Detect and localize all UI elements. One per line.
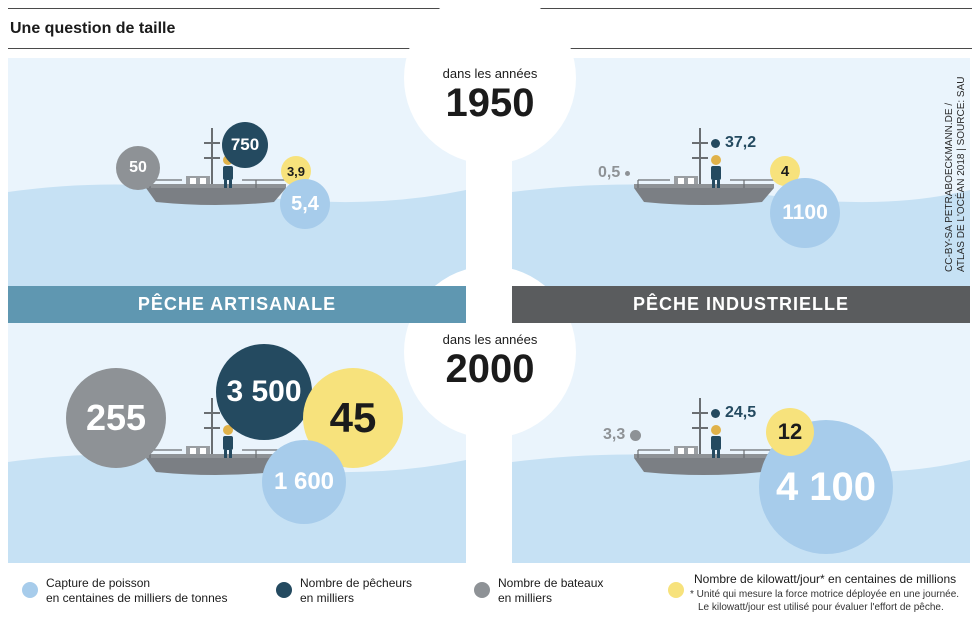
band-industrial: PÊCHE INDUSTRIELLE (512, 286, 970, 323)
era-1950: dans les années 1950 (410, 66, 570, 123)
label-ind-2000-boats: 3,3 (603, 426, 642, 444)
kw-swatch-icon (668, 582, 684, 598)
label-ind-1950-fishers: 37,2 (711, 134, 756, 152)
band-artisanal: PÊCHE ARTISANALE (8, 286, 466, 323)
era-2000-year: 2000 (445, 347, 535, 391)
legend-fishers-line1: Nombre de pêcheurs (300, 576, 413, 590)
ind-1950-boats-value: 0,5 (598, 164, 621, 181)
credit-line-2: ATLAS DE L'OCÉAN 2018 | SOURCE: SAU (956, 76, 967, 273)
boats-swatch-icon (474, 582, 490, 598)
legend-boats-line2: en milliers (498, 591, 553, 605)
legend-catch-line1: Capture de poisson (46, 576, 151, 590)
bubble-art-2000-fishers: 3 500 (216, 344, 312, 440)
legend-fishers-text: Nombre de pêcheurs en milliers (300, 576, 412, 606)
era-2000-sub: dans les années (442, 332, 538, 347)
legend-kw-note-line1: * Unité qui mesure la force motrice dépl… (690, 589, 960, 600)
label-ind-2000-fishers: 24,5 (711, 404, 756, 422)
legend-kw-note: * Unité qui mesure la force motrice dépl… (690, 588, 959, 614)
bubble-ind-1950-catch: 1100 (770, 178, 840, 248)
bubble-ind-2000-kw: 12 (766, 408, 814, 456)
ind-2000-boats-value: 3,3 (603, 426, 626, 443)
boats-dot-icon (625, 170, 631, 176)
bubble-art-2000-catch: 1 600 (262, 440, 346, 524)
fishers-dot-icon (711, 408, 720, 418)
page-title: Une question de taille (10, 20, 176, 37)
legend-catch-text: Capture de poisson en centaines de milli… (46, 576, 227, 606)
catch-swatch-icon (22, 582, 38, 598)
bubble-art-1950-fishers: 750 (222, 122, 268, 168)
era-1950-sub: dans les années (442, 66, 538, 81)
legend-catch-line2: en centaines de milliers de tonnes (46, 591, 228, 605)
bubble-art-2000-boats: 255 (66, 368, 166, 468)
credit-line-1: CC-BY-SA PETRABOECKMANN.DE / (944, 102, 955, 272)
ind-2000-fishers-value: 24,5 (725, 404, 757, 421)
era-1950-year: 1950 (445, 81, 535, 125)
legend-boats-text: Nombre de bateaux en milliers (498, 576, 603, 606)
bubble-art-1950-boats: 50 (116, 146, 160, 190)
legend-boats-line1: Nombre de bateaux (498, 576, 604, 590)
legend-kw-note-line2: Le kilowatt/jour est utilisé pour évalue… (698, 602, 944, 613)
fishers-swatch-icon (276, 582, 292, 598)
bubble-ind-1950-kw: 4 (770, 156, 800, 186)
fishers-dot-icon (711, 138, 720, 148)
boats-dot-icon (630, 429, 642, 441)
credit-text: CC-BY-SA PETRABOECKMANN.DE / ATLAS DE L'… (944, 77, 968, 273)
credit: CC-BY-SA PETRABOECKMANN.DE / ATLAS DE L'… (944, 72, 968, 273)
ind-1950-fishers-value: 37,2 (725, 134, 757, 151)
era-2000: dans les années 2000 (410, 332, 570, 389)
legend-fishers-line2: en milliers (300, 591, 355, 605)
bubble-art-1950-catch: 5,4 (280, 179, 330, 229)
legend-kw-text: Nombre de kilowatt/jour* en centaines de… (694, 572, 957, 586)
label-ind-1950-boats: 0,5 (598, 164, 631, 182)
